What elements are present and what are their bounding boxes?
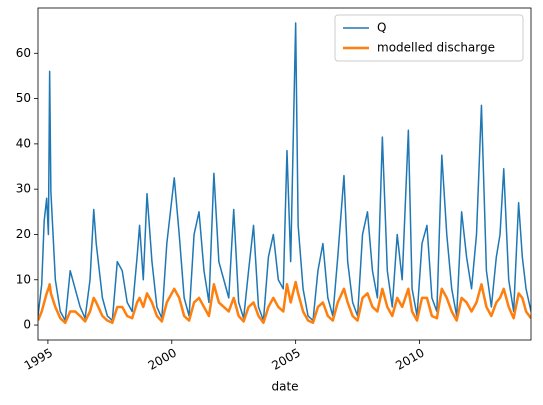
y-tick-label: 10 [16,272,31,286]
y-tick-label: 50 [16,91,31,105]
x-axis-label: date [271,380,298,394]
legend-box [334,14,524,62]
y-tick-label: 30 [16,182,31,196]
x-tick-label: 2010 [393,346,426,373]
legend-label: Q [377,21,386,35]
plot-frame [37,7,532,341]
x-tick-label: 2005 [269,346,302,373]
series-line [38,280,531,325]
y-tick-label: 40 [16,136,31,150]
legend-label: modelled discharge [377,41,495,55]
x-tick-label: 1995 [22,346,55,373]
series-line [38,22,531,322]
y-tick-label: 0 [23,318,31,332]
x-tick-label: 2000 [146,346,179,373]
y-tick-label: 60 [16,46,31,60]
y-tick-label: 20 [16,227,31,241]
